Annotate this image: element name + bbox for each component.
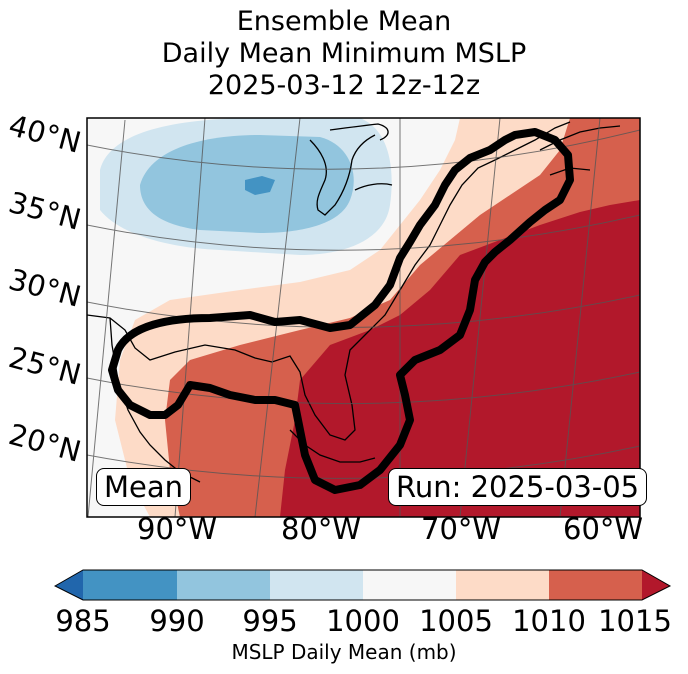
pressure-field-985-990 (245, 176, 275, 195)
colorbar-tick-995: 995 (242, 604, 298, 638)
colorbar-segment-990-995 (177, 570, 270, 600)
mean-label-box: Mean (96, 468, 192, 506)
colorbar-extend-high (642, 570, 670, 600)
colorbar-tick-1000: 1000 (326, 604, 400, 638)
colorbar-extend-low (55, 570, 83, 600)
map-frame (86, 117, 641, 518)
colorbar-segment-1010-1015 (549, 570, 642, 600)
colorbar-tick-1015: 1015 (598, 604, 672, 638)
colorbar-tick-990: 990 (149, 604, 205, 638)
map-panel (87, 118, 640, 517)
colorbar-segment-1005-1010 (456, 570, 549, 600)
colorbar (53, 569, 672, 601)
title-line-3: 2025-03-12 12z-12z (207, 70, 481, 101)
colorbar-tick-1005: 1005 (419, 604, 493, 638)
colorbar-outline (53, 569, 672, 601)
colorbar-segment-995-1000 (270, 570, 363, 600)
colorbar-segment-985-990 (83, 570, 177, 600)
lon-label-90w: 90°W (137, 512, 218, 546)
colorbar-label: MSLP Daily Mean (mb) (231, 640, 457, 664)
lon-label-80w: 80°W (281, 512, 362, 546)
pressure-field-above-1015 (280, 200, 640, 517)
title-line-2: Daily Mean Minimum MSLP (161, 38, 527, 69)
title-line-1: Ensemble Mean (236, 6, 452, 37)
lon-label-60w: 60°W (563, 512, 644, 546)
colorbar-segment-1000-1005 (363, 570, 456, 600)
colorbar-tick-985: 985 (55, 604, 111, 638)
lon-label-70w: 70°W (421, 512, 502, 546)
run-date-box: Run: 2025-03-05 (388, 468, 648, 506)
ensemble-contour (108, 128, 574, 494)
colorbar-tick-1010: 1010 (512, 604, 586, 638)
